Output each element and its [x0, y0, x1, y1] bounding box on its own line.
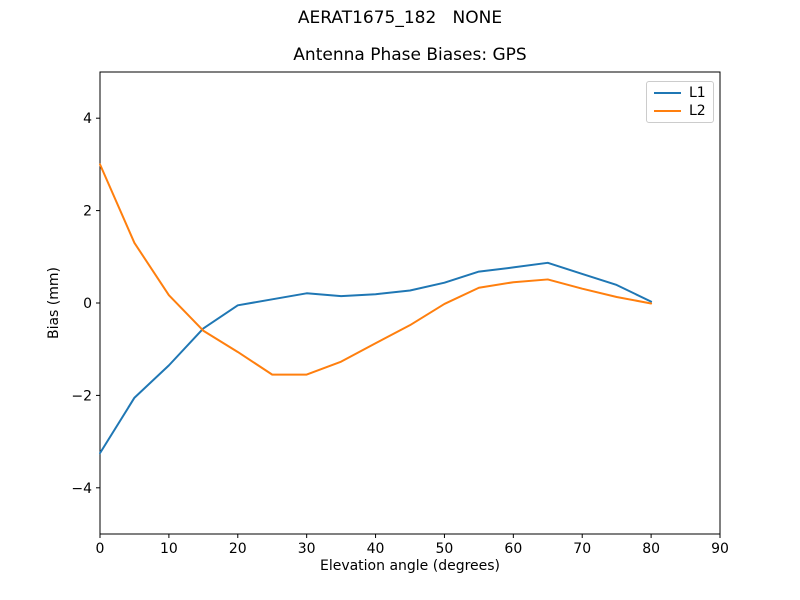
- series-line-l2: [99, 163, 653, 376]
- axes-spines: [99, 71, 721, 535]
- x-tick-label: 90: [711, 541, 729, 557]
- x-tick-label: 30: [298, 541, 316, 557]
- legend: L1 L2: [646, 81, 714, 123]
- x-tick-label: 50: [436, 541, 454, 557]
- legend-label-l2: L2: [689, 103, 706, 119]
- legend-item-l2: L2: [654, 104, 706, 118]
- x-tick-label: 60: [504, 541, 522, 557]
- x-axis-label: Elevation angle (degrees): [319, 558, 501, 574]
- x-tick-label: 10: [160, 541, 178, 557]
- figure-suptitle: AERAT1675_182 NONE: [297, 8, 503, 28]
- axes-title: Antenna Phase Biases: GPS: [293, 45, 527, 65]
- y-tick-label: −4: [71, 481, 92, 497]
- y-axis-label: Bias (mm): [46, 266, 62, 340]
- y-tick-label: −2: [71, 388, 92, 404]
- x-tick-label: 80: [642, 541, 660, 557]
- series-line-l1: [99, 261, 653, 455]
- legend-item-l1: L1: [654, 86, 706, 100]
- x-tick-label: 20: [229, 541, 247, 557]
- l1-line-swatch-icon: [654, 92, 681, 94]
- y-tick-label: 4: [83, 111, 92, 127]
- x-tick-label: 40: [367, 541, 385, 557]
- x-tick-label: 0: [96, 541, 105, 557]
- legend-label-l1: L1: [689, 85, 706, 101]
- l2-line-swatch-icon: [654, 110, 681, 112]
- x-tick-label: 70: [573, 541, 591, 557]
- y-tick-label: 0: [83, 296, 92, 312]
- y-tick-label: 2: [83, 204, 92, 220]
